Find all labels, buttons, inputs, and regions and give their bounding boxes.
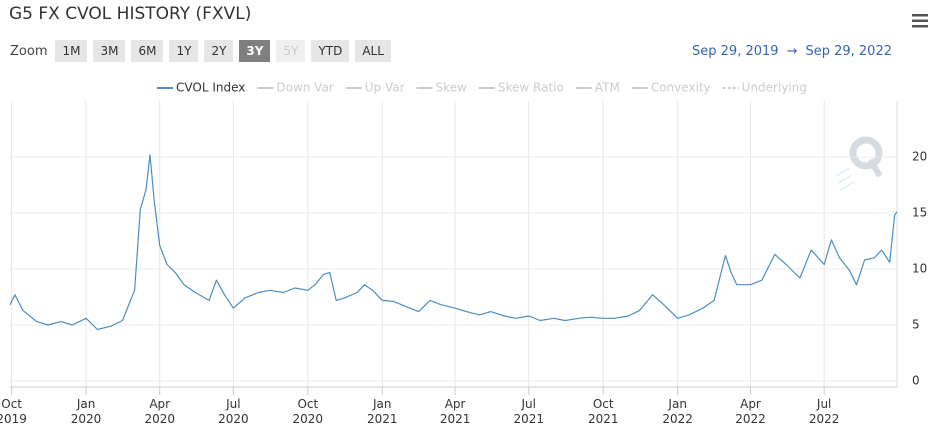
y-tick-label: 0 [912, 374, 920, 388]
x-tick-label: Jan 2021 [366, 397, 398, 426]
legend-label: Skew [436, 81, 468, 95]
menu-bar [912, 19, 928, 22]
x-tick-label: Apr 2021 [439, 397, 471, 426]
x-tick-label: Apr 2020 [144, 397, 175, 426]
legend-label: ATM [595, 81, 620, 95]
menu-icon[interactable] [912, 14, 928, 28]
legend-item[interactable]: Up Var [345, 81, 405, 95]
zoom-button[interactable]: 3M [93, 40, 126, 62]
menu-bar [912, 14, 928, 17]
y-tick-label: 15 [912, 206, 927, 220]
range-to[interactable]: Sep 29, 2022 [805, 44, 892, 59]
legend-label: Convexity [651, 81, 711, 95]
y-tick-label: 10 [912, 262, 927, 276]
zoom-label: Zoom [10, 43, 48, 59]
legend-item[interactable]: Convexity [631, 81, 711, 95]
legend-item[interactable]: Down Var [257, 81, 334, 95]
y-tick-label: 20 [912, 150, 927, 164]
series-line [9, 154, 898, 331]
y-tick-label: 5 [912, 318, 920, 332]
legend-item[interactable]: Skew Ratio [478, 81, 564, 95]
range-from[interactable]: Sep 29, 2019 [692, 44, 779, 59]
x-tick-label: Jan 2022 [662, 397, 693, 426]
zoom-button: 5Y [276, 40, 306, 62]
legend-item[interactable]: Skew [416, 81, 468, 95]
zoom-button[interactable]: ALL [355, 40, 391, 62]
legend-item[interactable]: ATM [575, 81, 620, 95]
zoom-bar: Zoom 1M 3M 6M 1Y 2Y 3Y 5Y YTD ALL [10, 40, 391, 62]
zoom-button[interactable]: 1Y [169, 40, 199, 62]
x-tick-label: Oct 2019 [0, 397, 27, 426]
menu-bar [912, 25, 928, 28]
legend-label: Underlying [742, 81, 807, 95]
legend-label: Skew Ratio [498, 81, 564, 95]
chart-title: G5 FX CVOL HISTORY (FXVL) [9, 4, 252, 24]
legend-item[interactable]: Underlying [722, 81, 807, 95]
x-tick-label: Jul 2022 [808, 397, 840, 426]
zoom-button[interactable]: 1M [55, 40, 88, 62]
x-tick-label: Oct 2021 [587, 397, 619, 426]
x-tick-label: Jul 2021 [513, 397, 545, 426]
x-tick-label: Apr 2022 [735, 397, 766, 426]
legend-label: Up Var [365, 81, 405, 95]
zoom-button[interactable]: 3Y [239, 40, 271, 62]
zoom-button[interactable]: 6M [131, 40, 164, 62]
date-range: Sep 29, 2019 → Sep 29, 2022 [692, 44, 892, 59]
x-tick-label: Oct 2020 [292, 397, 324, 426]
watermark-logo [835, 136, 883, 191]
range-separator: → [786, 44, 798, 59]
x-tick-label: Jul 2020 [218, 397, 249, 426]
zoom-button[interactable]: 2Y [204, 40, 234, 62]
zoom-button[interactable]: YTD [311, 40, 350, 62]
x-tick-label: Jan 2020 [70, 397, 102, 426]
legend-label: CVOL Index [176, 81, 245, 95]
legend-item[interactable]: CVOL Index [157, 81, 245, 95]
legend-label: Down Var [276, 81, 333, 95]
